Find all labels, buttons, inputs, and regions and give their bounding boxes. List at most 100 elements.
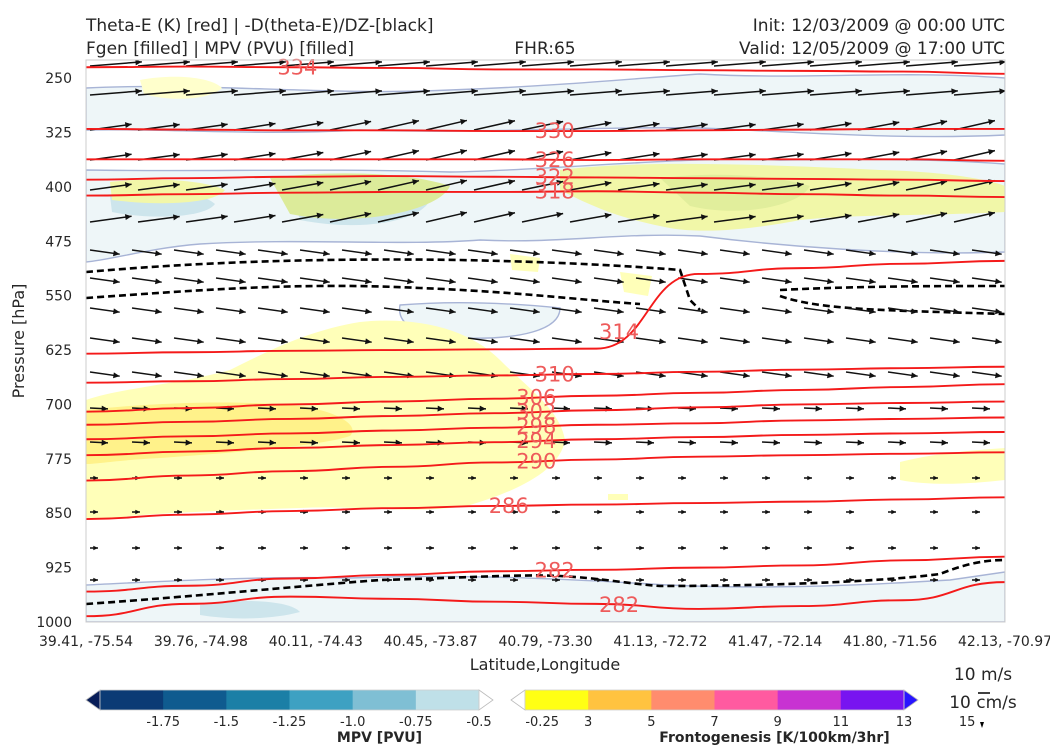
wind-vector-head: [471, 577, 476, 583]
x-axis-label: Latitude,Longitude: [470, 655, 621, 674]
wind-vector-head: [387, 509, 392, 515]
wind-vector: [521, 61, 574, 67]
wind-vector-head: [911, 338, 918, 345]
wind-vector: [809, 214, 852, 223]
wind-vector-head: [827, 278, 834, 285]
wind-vector: [665, 123, 708, 131]
wind-vector: [425, 61, 478, 67]
wind-vector-head: [197, 338, 204, 345]
wind-vector-head: [479, 405, 486, 412]
wind-vector: [521, 180, 564, 191]
wind-vector-head: [345, 577, 350, 583]
x-axis: 39.41, -75.54 39.76, -74.98 40.11, -74.43 4…: [39, 634, 1050, 650]
wind-vector: [857, 181, 900, 191]
wind-vector-head: [953, 250, 960, 257]
wind-vector-head: [892, 212, 900, 219]
wind-vector-head: [124, 122, 132, 129]
wind-vector-head: [869, 308, 876, 315]
theta-e-line: [86, 158, 1005, 162]
plot-layers: [86, 60, 1005, 622]
vector-key-arrow-v: [980, 722, 984, 728]
wind-vector-head: [533, 250, 540, 257]
wind-vector: [857, 61, 910, 67]
colorbar-tick-label: -0.25: [525, 715, 559, 730]
title-right-2: Valid: 12/05/2009 @ 17:00 UTC: [739, 39, 1005, 59]
wind-vector: [233, 214, 276, 223]
wind-vector-head: [135, 509, 140, 515]
wind-vector: [425, 211, 468, 223]
wind-vector-head: [953, 278, 960, 285]
wind-vector-head: [555, 545, 560, 551]
wind-vector-head: [281, 278, 288, 285]
wind-vector-head: [407, 308, 414, 315]
theta-e-line: [86, 365, 1005, 384]
wind-vector: [953, 211, 996, 223]
x-tick-label: 40.11, -74.43: [269, 634, 363, 650]
wind-vector: [473, 90, 526, 96]
theta-e-line: [86, 416, 1005, 441]
wind-vector-head: [395, 439, 402, 446]
x-tick-label: 39.76, -74.98: [154, 634, 248, 650]
wind-vector-head: [261, 545, 266, 551]
wind-vector-head: [743, 308, 750, 315]
wind-vector-head: [869, 278, 876, 285]
wind-vector-head: [892, 150, 900, 157]
wind-vector-head: [827, 308, 834, 315]
wind-vector-head: [933, 509, 938, 515]
wind-vector-head: [375, 88, 382, 95]
theta-e-line: [86, 555, 1005, 593]
wind-vector: [665, 61, 718, 67]
wind-vector-head: [219, 545, 224, 551]
wind-vector-head: [513, 509, 518, 515]
wind-vector: [953, 90, 1005, 96]
wind-vector-head: [449, 278, 456, 285]
wind-vector-head: [279, 60, 286, 66]
wind-vector-head: [869, 372, 876, 379]
wind-vector-head: [639, 475, 644, 481]
wind-vector-head: [303, 545, 308, 551]
wind-vector: [137, 61, 190, 67]
wind-vector-head: [353, 405, 360, 412]
theta-e-contours: [86, 65, 1005, 618]
wind-vector-head: [785, 250, 792, 257]
wind-vector-head: [892, 120, 900, 127]
wind-vector: [233, 182, 276, 191]
wind-vector-head: [239, 308, 246, 315]
wind-vector-head: [177, 509, 182, 515]
colorbar-tick-label: 15: [959, 715, 976, 730]
wind-vector: [281, 213, 324, 223]
wind-vector-head: [597, 545, 602, 551]
wind-vector-head: [849, 475, 854, 481]
wind-vector-head: [701, 338, 708, 345]
colorbar-segment: [163, 690, 227, 710]
wind-vector-head: [731, 439, 738, 446]
wind-vector-head: [269, 439, 276, 446]
wind-vector-head: [429, 545, 434, 551]
wind-vector-head: [281, 250, 288, 257]
y-tick-label: 775: [45, 452, 72, 468]
wind-vector-head: [533, 308, 540, 315]
wind-vector-head: [513, 577, 518, 583]
y-tick-label: 700: [45, 397, 72, 413]
theta-e-line: [86, 451, 1005, 482]
wind-vector: [281, 121, 324, 131]
wind-vector-head: [345, 545, 350, 551]
title-left-1: Theta-E (K) [red] | -D(theta-E)/DZ-[blac…: [85, 16, 434, 36]
wind-vector-head: [407, 278, 414, 285]
wind-vector-head: [323, 308, 330, 315]
wind-vector: [425, 90, 478, 96]
x-tick-label: 42.13, -70.97: [958, 634, 1050, 650]
wind-vector-head: [345, 475, 350, 481]
wind-vector-head: [316, 120, 324, 127]
wind-vector-head: [268, 121, 276, 128]
wind-vector-head: [303, 475, 308, 481]
wind-vector-head: [903, 88, 910, 95]
wind-vector-head: [891, 577, 896, 583]
wind-vector: [713, 183, 756, 191]
wind-vector-head: [953, 372, 960, 379]
theta-e-label: 290: [516, 449, 556, 473]
wind-vector-head: [617, 278, 624, 285]
wind-vector-head: [765, 577, 770, 583]
colorbar-tick-label: 5: [647, 715, 655, 730]
